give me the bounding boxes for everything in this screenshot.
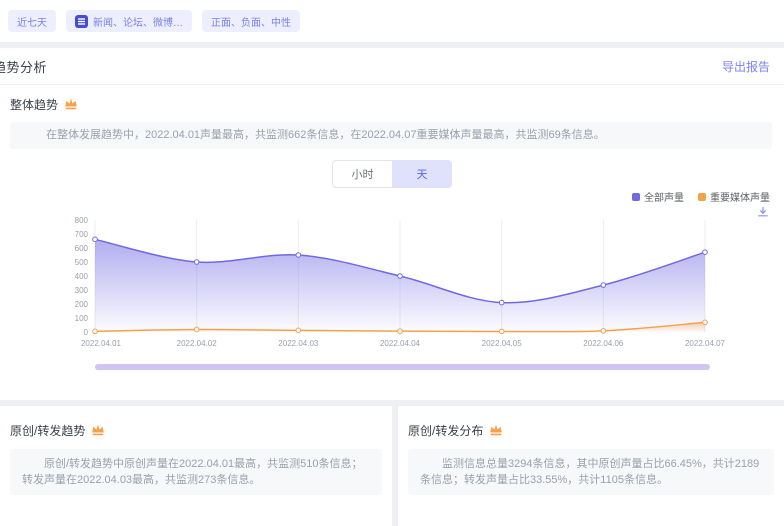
original-repost-distribution-summary: 监测信息总量3294条信息，其中原创声量占比66.45%，共计2189条信息；转… [408, 449, 774, 495]
chart-data-zoom[interactable] [95, 364, 710, 370]
trend-area-chart: 0 100 200 300 400 500 600 700 800 2022.04.01 2022.… [75, 216, 726, 348]
overall-trend-title: 整体趋势 [10, 98, 59, 112]
time-range-filter[interactable]: 近七天 [8, 10, 56, 32]
panel-header: 趋势分析 导出报告 [0, 48, 784, 85]
save-image-icon[interactable] [757, 205, 769, 217]
y-axis-tick: 300 [75, 286, 89, 295]
original-repost-trend-title: 原创/转发趋势 [10, 424, 86, 438]
channels-icon [75, 14, 88, 28]
export-report-link[interactable]: 导出报告 [721, 59, 770, 74]
data-point[interactable] [92, 236, 98, 243]
data-point[interactable] [600, 328, 607, 334]
y-axis-tick: 800 [75, 216, 89, 225]
chart-legend: 全部声量 重要媒体声量 [632, 189, 770, 204]
data-point[interactable] [92, 328, 98, 335]
granularity-day-button[interactable]: 天 [392, 160, 452, 188]
area-series-0 [95, 239, 705, 332]
data-point[interactable] [498, 328, 505, 335]
panel-title: 趋势分析 [0, 59, 48, 75]
legend-swatch-orange [698, 192, 706, 201]
filter-bar: 近七天 新闻、论坛、微博… 正面、负面、中性 [0, 0, 784, 42]
overall-trend-section-title: 整体趋势 [10, 96, 78, 113]
legend-item-media-volume[interactable]: 重要媒体声量 [698, 189, 770, 204]
overall-trend-summary: 在整体发展趋势中，2022.04.01声量最高，共监测662条信息，在2022.… [10, 122, 772, 149]
x-axis-tick: 2022.04.03 [278, 339, 319, 348]
original-repost-trend-title-row: 原创/转发趋势 [0, 406, 392, 439]
data-point[interactable] [702, 319, 708, 326]
trend-analysis-panel: 趋势分析 导出报告 整体趋势 在整体发展趋势中，2022.04.01声量最高，共… [0, 48, 784, 400]
channels-filter[interactable]: 新闻、论坛、微博… [66, 10, 192, 32]
granularity-toggle: 小时 天 [0, 160, 784, 188]
x-axis-tick: 2022.04.06 [583, 339, 624, 348]
y-axis-tick: 700 [75, 230, 89, 239]
data-point[interactable] [600, 282, 607, 288]
channels-label: 新闻、论坛、微博… [93, 17, 183, 29]
y-axis-tick: 200 [75, 300, 89, 309]
x-axis-tick: 2022.04.02 [177, 339, 218, 348]
area-series-1 [95, 322, 705, 332]
data-point[interactable] [295, 327, 302, 334]
x-axis-tick: 2022.04.04 [380, 339, 421, 348]
data-point[interactable] [193, 326, 200, 333]
data-point[interactable] [397, 273, 403, 279]
data-point[interactable] [702, 249, 708, 256]
data-point[interactable] [498, 299, 505, 306]
y-axis-tick: 600 [75, 244, 89, 253]
original-repost-trend-card: 原创/转发趋势 原创/转发趋势中原创声量在2022.04.01最高，共监测510… [0, 406, 392, 526]
y-axis-tick: 100 [75, 314, 89, 323]
original-repost-distribution-title: 原创/转发分布 [408, 424, 484, 438]
x-axis-tick: 2022.04.05 [482, 339, 523, 348]
y-axis-tick: 0 [84, 328, 89, 337]
crown-icon [91, 423, 105, 439]
data-point[interactable] [295, 252, 302, 258]
bottom-cards-row: 原创/转发趋势 原创/转发趋势中原创声量在2022.04.01最高，共监测510… [0, 406, 784, 526]
crown-icon [489, 423, 503, 439]
original-repost-distribution-title-row: 原创/转发分布 [398, 406, 784, 439]
legend-label-total: 全部声量 [644, 193, 684, 204]
x-axis-tick: 2022.04.01 [81, 339, 122, 348]
crown-icon [64, 97, 78, 113]
legend-label-media: 重要媒体声量 [710, 193, 770, 204]
legend-swatch-purple [632, 192, 640, 201]
original-repost-trend-summary: 原创/转发趋势中原创声量在2022.04.01最高，共监测510条信息；转发声量… [10, 449, 382, 495]
granularity-hour-button[interactable]: 小时 [332, 160, 392, 188]
sentiment-filter[interactable]: 正面、负面、中性 [202, 10, 300, 32]
data-point[interactable] [193, 259, 200, 265]
y-axis-tick: 400 [75, 272, 89, 281]
x-axis-tick: 2022.04.07 [685, 339, 726, 348]
data-point[interactable] [397, 328, 403, 334]
sentiment-label: 正面、负面、中性 [211, 17, 291, 29]
legend-item-total-volume[interactable]: 全部声量 [632, 189, 684, 204]
time-range-label: 近七天 [17, 17, 47, 29]
original-repost-distribution-card: 原创/转发分布 监测信息总量3294条信息，其中原创声量占比66.45%，共计2… [398, 406, 784, 526]
y-axis-tick: 500 [75, 258, 89, 267]
